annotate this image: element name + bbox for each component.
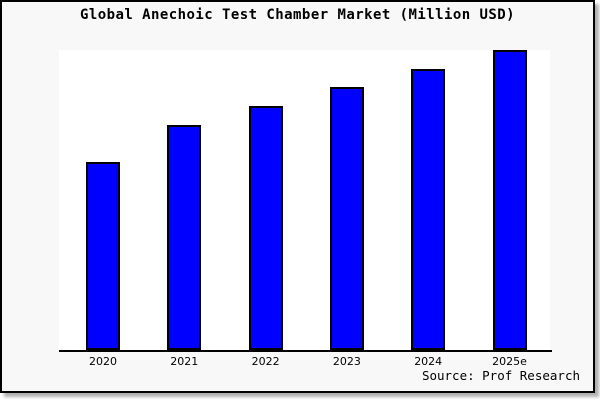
- bar-2021: [167, 125, 202, 350]
- bar-2022: [248, 106, 283, 350]
- x-axis-labels: 2020 2021 2022 2023 2024 2025e: [2, 355, 593, 369]
- bar-2020: [86, 161, 120, 350]
- plot-area: [59, 50, 550, 350]
- x-tick-label-2024: 2024: [414, 355, 443, 368]
- chart-frame: Global Anechoic Test Chamber Market (Mil…: [0, 0, 595, 393]
- bar-2025e: [492, 50, 527, 350]
- x-tick-label-2020: 2020: [89, 355, 117, 368]
- source-text: Source: Prof Research: [421, 368, 580, 383]
- bar-2024: [411, 69, 446, 350]
- x-tick-label-2023: 2023: [332, 355, 361, 368]
- bar-2023: [329, 87, 364, 350]
- x-axis-line: [59, 350, 552, 352]
- x-tick-label-2025e: 2025e: [492, 355, 527, 368]
- x-tick-label-2022: 2022: [251, 355, 280, 368]
- x-tick-label-2021: 2021: [170, 355, 199, 368]
- chart-title: Global Anechoic Test Chamber Market (Mil…: [79, 7, 516, 23]
